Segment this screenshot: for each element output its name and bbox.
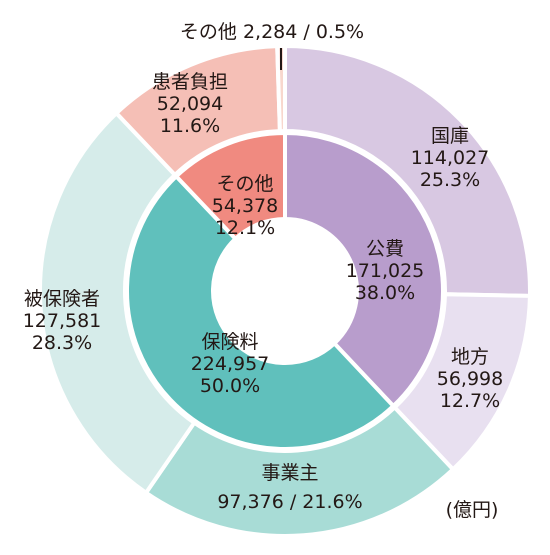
inner-sonota-percent: 12.1% <box>215 217 275 239</box>
inner-hokenryo-percent: 50.0% <box>200 375 260 397</box>
outer-hihokensha-percent: 28.3% <box>32 332 92 354</box>
inner-sonota-value: 54,378 <box>212 195 278 217</box>
inner-slice-0 <box>283 130 445 409</box>
inner-koukou-label: 公費 <box>366 238 404 260</box>
inner-hokenryo-label: 保険料 <box>201 331 258 353</box>
outer-ring <box>38 43 532 538</box>
inner-ring <box>125 130 445 451</box>
outer-hihokensha-label: 被保険者 <box>24 288 100 310</box>
outer-chihou-value: 56,998 <box>437 368 503 390</box>
outer-kanja-value: 52,094 <box>157 93 223 115</box>
inner-koukou-value: 171,025 <box>346 260 425 282</box>
outer-sonota-label: その他 2,284 / 0.5% <box>180 21 364 43</box>
outer-kokko-value: 114,027 <box>411 147 490 169</box>
unit-label: (億円) <box>446 499 499 521</box>
labels: 公費171,02538.0%保険料224,95750.0%その他54,37812… <box>23 21 504 513</box>
outer-kanja-label: 患者負担 <box>152 71 228 93</box>
inner-slice-2 <box>173 130 287 242</box>
inner-sonota-label: その他 <box>216 173 273 195</box>
outer-hihokensha-value: 127,581 <box>23 310 102 332</box>
inner-slice-1 <box>125 173 397 451</box>
outer-chihou-label: 地方 <box>451 346 489 368</box>
outer-kanja-percent: 11.6% <box>160 115 220 137</box>
outer-kokko-label: 国庫 <box>431 125 469 147</box>
outer-kokko-percent: 25.3% <box>420 169 480 191</box>
inner-hokenryo-value: 224,957 <box>191 353 270 375</box>
outer-jigyounushi-value-percent: 97,376 / 21.6% <box>217 491 362 513</box>
inner-koukou-percent: 38.0% <box>355 282 415 304</box>
outer-jigyounushi-label: 事業主 <box>261 462 318 484</box>
outer-chihou-percent: 12.7% <box>440 390 500 412</box>
